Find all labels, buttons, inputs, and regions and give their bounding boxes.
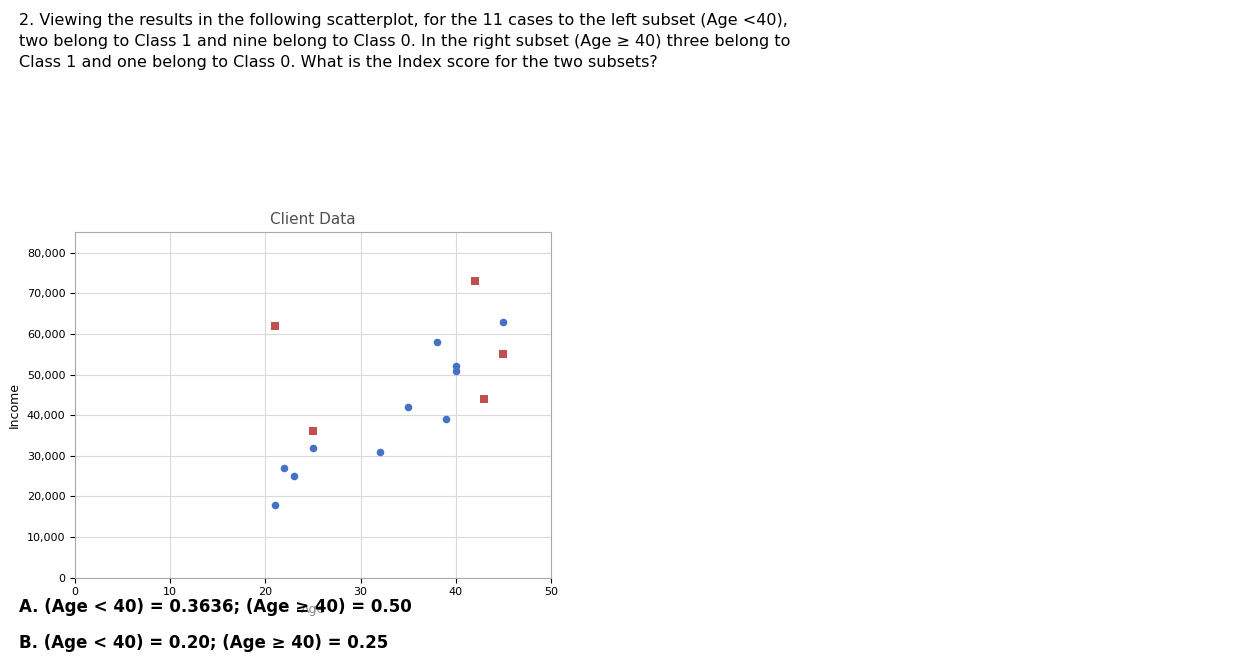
Point (369, 446, 389, 457)
Point (446, 361, 466, 372)
Y-axis label: Income: Income (9, 382, 21, 428)
Point (464, 276, 485, 286)
Point (436, 414, 456, 424)
Point (475, 394, 495, 404)
Title: Client Data: Client Data (270, 212, 356, 227)
Point (446, 365, 466, 376)
Point (398, 402, 418, 412)
Text: B. (Age < 40) = 0.20; (Age ≥ 40) = 0.25: B. (Age < 40) = 0.20; (Age ≥ 40) = 0.25 (19, 634, 388, 652)
Point (265, 499, 285, 510)
Text: 2. Viewing the results in the following scatterplot, for the 11 cases to the lef: 2. Viewing the results in the following … (19, 13, 790, 70)
Point (274, 463, 294, 473)
Point (427, 337, 447, 347)
X-axis label: Age: Age (300, 603, 326, 616)
Point (493, 349, 513, 360)
Point (265, 321, 285, 331)
Point (284, 471, 304, 481)
Text: A. (Age < 40) = 0.3636; (Age ≥ 40) = 0.50: A. (Age < 40) = 0.3636; (Age ≥ 40) = 0.5… (19, 598, 412, 616)
Point (303, 442, 323, 453)
Point (493, 317, 513, 327)
Point (303, 426, 323, 437)
